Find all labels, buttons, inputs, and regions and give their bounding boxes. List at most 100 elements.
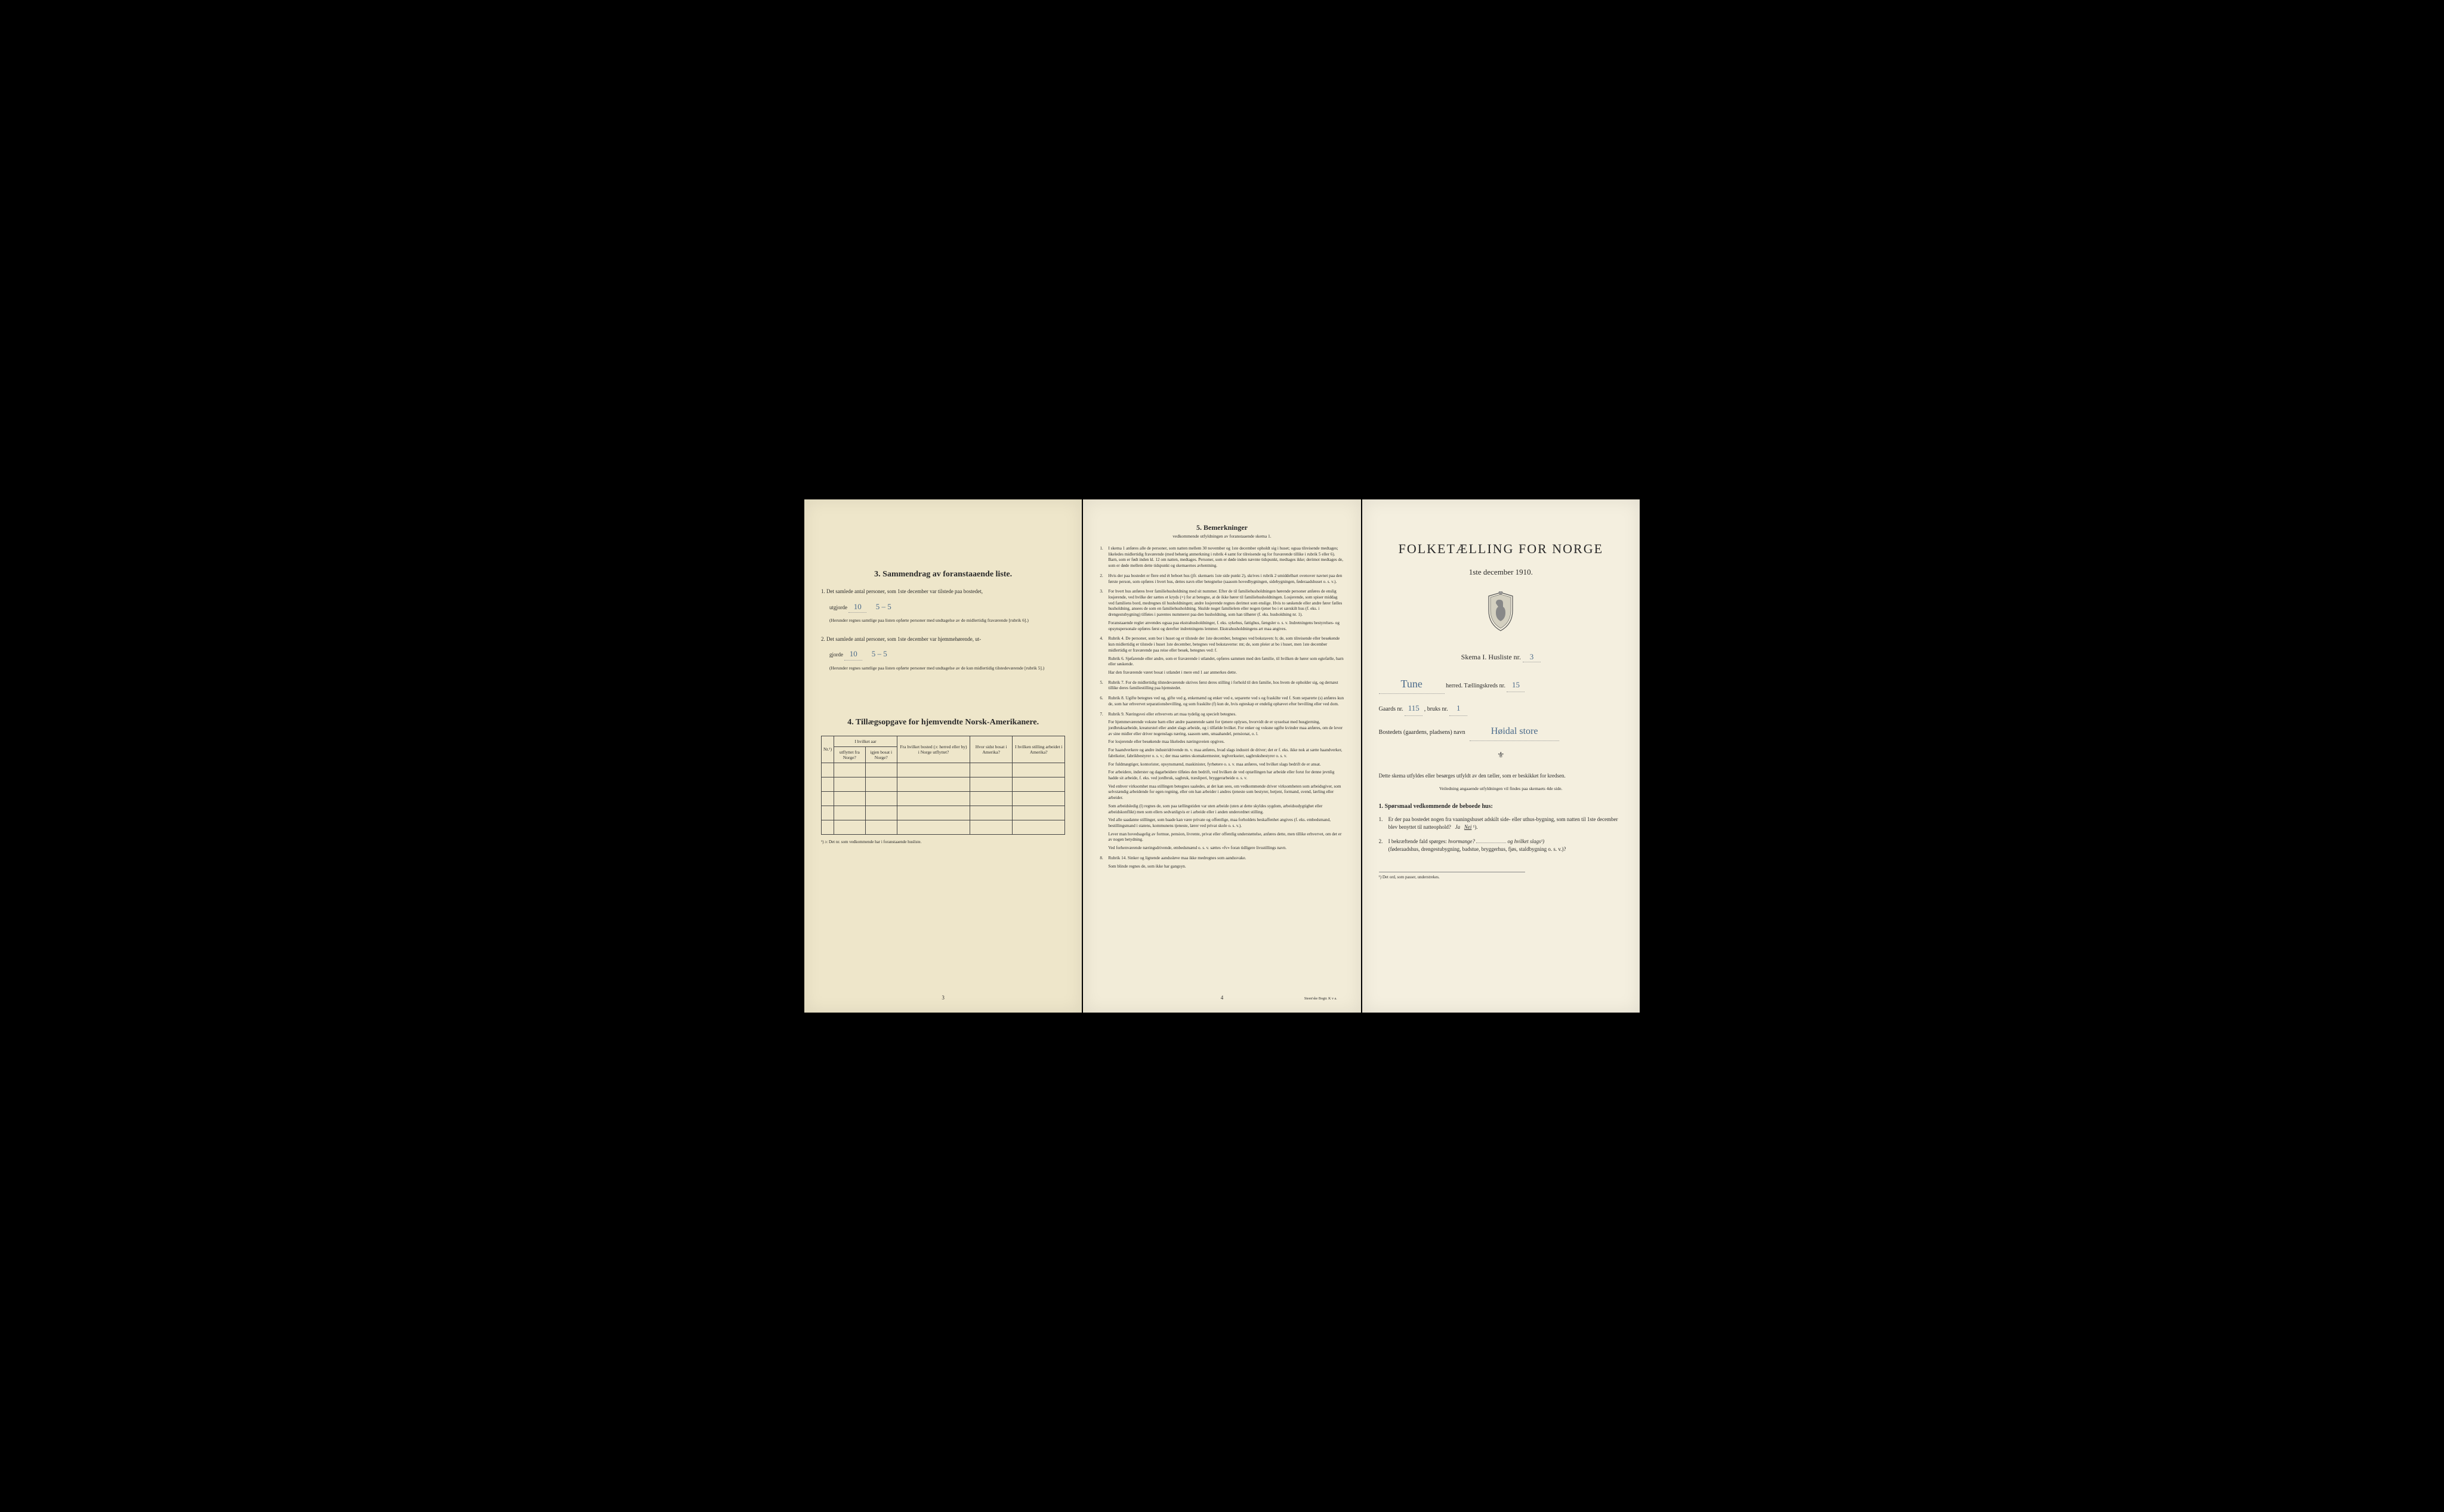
question-2: 2. I bekræftende fald spørges: hvormange…	[1388, 838, 1623, 854]
bottom-footnote: ¹) Det ord, som passer, understrekes.	[1379, 872, 1526, 880]
questions-header: 1. Spørsmaal vedkommende de beboede hus:	[1379, 803, 1623, 810]
remark-text: Rubrik 9. Næringsvei eller erhvervets ar…	[1108, 712, 1344, 718]
q2-text-c: (føderaadshus, drengestubygning, badstue…	[1388, 846, 1566, 852]
remark-text: Ved enhver virksomhet maa stillingen bet…	[1108, 784, 1344, 801]
printer-mark: Steen'ske Bogtr. K v a.	[1304, 997, 1337, 1001]
summary-item-2: 2. Det samlede antal personer, som 1ste …	[821, 635, 1065, 671]
gaards-label: Gaards nr.	[1379, 706, 1403, 712]
remark-item: 6.Rubrik 8. Ugifte betegnes ved ug, gift…	[1108, 696, 1344, 707]
remark-text: Har den fraværende været bosat i utlande…	[1108, 670, 1344, 676]
q2-num: 2.	[1379, 838, 1383, 846]
remark-number: 3.	[1100, 589, 1103, 595]
q1-nei: Nei	[1464, 824, 1472, 830]
remark-text: Lever man hovedsagelig av formue, pensio…	[1108, 832, 1344, 843]
table-row	[822, 820, 1065, 834]
item1-text-a: Det samlede antal personer, som 1ste dec…	[826, 588, 983, 594]
page-middle: 5. Bemerkninger vedkommende utfyldningen…	[1083, 499, 1360, 1013]
remark-text: I skema 1 anføres alle de personer, som …	[1108, 546, 1344, 569]
table-row	[822, 777, 1065, 791]
main-title: FOLKETÆLLING FOR NORGE	[1379, 541, 1623, 557]
remark-text: For arbeidere, inderster og dagarbeidere…	[1108, 770, 1344, 781]
bruks-nr: 1	[1449, 701, 1467, 715]
th-amerika: Hvor sidst bosat i Amerika?	[970, 736, 1013, 763]
th-nr: Nr.¹)	[822, 736, 834, 763]
th-bosted: Fra hvilket bosted (ɔ: herred eller by) …	[897, 736, 970, 763]
item2-value: 10	[844, 648, 862, 661]
item1-value2: 5 – 5	[875, 601, 893, 613]
th-bosat: igjen bosat i Norge?	[865, 746, 897, 763]
page-number-4: 4	[1221, 995, 1224, 1001]
questions-list: 1. Er der paa bostedet nogen fra vaaning…	[1379, 816, 1623, 854]
item2-text-a: Det samlede antal personer, som 1ste dec…	[826, 636, 981, 642]
q2-text-a: I bekræftende fald spørges:	[1388, 838, 1447, 844]
ornament-divider: ⚜	[1379, 751, 1623, 761]
remark-text: Rubrik 7. For de midlertidig tilstedevær…	[1108, 680, 1344, 692]
remark-number: 8.	[1100, 856, 1103, 862]
kreds-nr: 15	[1507, 678, 1525, 692]
gaards-line: Gaards nr. 115 , bruks nr. 1	[1379, 701, 1623, 715]
item2-num: 2.	[821, 636, 825, 642]
remark-number: 5.	[1100, 680, 1103, 686]
q1-sup: ¹).	[1473, 824, 1478, 830]
remark-item: 2.Hvis der paa bostedet er flere end ét …	[1108, 573, 1344, 585]
item2-note: (Herunder regnes samtlige paa listen opf…	[829, 665, 1065, 671]
q2-text-b: og hvilket slags¹)	[1507, 838, 1544, 844]
gaards-nr: 115	[1405, 701, 1422, 715]
remark-text: Ved forhenværende næringsdrivende, embed…	[1108, 846, 1344, 851]
item1-num: 1.	[821, 588, 825, 594]
remarks-title: 5. Bemerkninger	[1100, 523, 1344, 532]
table-row	[822, 791, 1065, 806]
herred-value: Tune	[1379, 674, 1445, 694]
remark-text: Rubrik 14. Sinker og lignende aandssløve…	[1108, 856, 1344, 862]
remark-text: Som arbeidsledig (l) regnes de, som paa …	[1108, 804, 1344, 815]
herred-line: Tune herred. Tællingskreds nr. 15	[1379, 674, 1623, 694]
section4-title: 4. Tillægsopgave for hjemvendte Norsk-Am…	[821, 718, 1065, 727]
coat-of-arms-icon	[1379, 591, 1623, 634]
table-footnote: ¹) ɔ: Det nr. som vedkommende har i fora…	[821, 840, 1065, 844]
census-date: 1ste december 1910.	[1379, 567, 1623, 577]
question-1: 1. Er der paa bostedet nogen fra vaaning…	[1388, 816, 1623, 832]
skema-line: Skema I. Husliste nr. 3	[1379, 652, 1623, 662]
remark-item: 5.Rubrik 7. For de midlertidig tilstedev…	[1108, 680, 1344, 692]
remark-text: For hjemmeværende voksne barn eller andr…	[1108, 720, 1344, 737]
skema-label: Skema I. Husliste nr.	[1461, 653, 1521, 661]
remark-item: 4.Rubrik 4. De personer, som bor i huset…	[1108, 636, 1344, 675]
bruks-label: , bruks nr.	[1424, 706, 1448, 712]
th-aar: I hvilket aar	[834, 736, 897, 746]
remark-text: For losjerende eller besøkende maa likel…	[1108, 739, 1344, 745]
q2-hvormange: hvormange?	[1448, 838, 1475, 844]
table-row	[822, 763, 1065, 777]
remark-text: Hvis der paa bostedet er flere end ét be…	[1108, 573, 1344, 585]
page-left: 3. Sammendrag av foranstaaende liste. 1.…	[804, 499, 1082, 1013]
remarks-subtitle: vedkommende utfyldningen av foranstaaend…	[1100, 533, 1344, 539]
item1-text-b: utgjorde	[829, 604, 847, 610]
remark-text: Rubrik 6. Sjøfarende eller andre, som er…	[1108, 656, 1344, 668]
remark-text: For haandverkere og andre industridriven…	[1108, 748, 1344, 759]
table-row	[822, 806, 1065, 820]
herred-label: herred. Tællingskreds nr.	[1446, 683, 1505, 689]
husliste-nr: 3	[1523, 652, 1541, 662]
item2-text-b: gjorde	[829, 652, 843, 658]
summary-item-1: 1. Det samlede antal personer, som 1ste …	[821, 588, 1065, 624]
remark-text: Rubrik 8. Ugifte betegnes ved ug, gifte …	[1108, 696, 1344, 707]
item2-value2: 5 – 5	[871, 648, 888, 660]
q1-text: Er der paa bostedet nogen fra vaaningshu…	[1388, 816, 1618, 831]
bosted-value: Høidal store	[1470, 723, 1559, 741]
amerika-table: Nr.¹) I hvilket aar Fra hvilket bosted (…	[821, 736, 1065, 835]
remark-number: 2.	[1100, 573, 1103, 579]
item1-note: (Herunder regnes samtlige paa listen opf…	[829, 618, 1065, 624]
instruction-text: Dette skema utfyldes eller besørges utfy…	[1379, 772, 1623, 780]
remark-item: 7.Rubrik 9. Næringsvei eller erhvervets …	[1108, 712, 1344, 851]
item1-value: 10	[848, 601, 866, 613]
bosted-line: Bostedets (gaardens, pladsens) navn Høid…	[1379, 723, 1623, 741]
page-number-3: 3	[942, 995, 945, 1001]
remark-text: For hvert hus anføres hver familiehushol…	[1108, 589, 1344, 618]
remark-number: 7.	[1100, 712, 1103, 718]
remark-number: 6.	[1100, 696, 1103, 702]
veiledning-text: Veiledning angaaende utfyldningen vil fi…	[1379, 786, 1623, 791]
remark-item: 8.Rubrik 14. Sinker og lignende aandsslø…	[1108, 856, 1344, 869]
page-right: FOLKETÆLLING FOR NORGE 1ste december 191…	[1362, 499, 1640, 1013]
remark-number: 1.	[1100, 546, 1103, 552]
remark-text: Foranstaaende regler anvendes ogsaa paa …	[1108, 621, 1344, 632]
remark-item: 3.For hvert hus anføres hver familiehush…	[1108, 589, 1344, 632]
